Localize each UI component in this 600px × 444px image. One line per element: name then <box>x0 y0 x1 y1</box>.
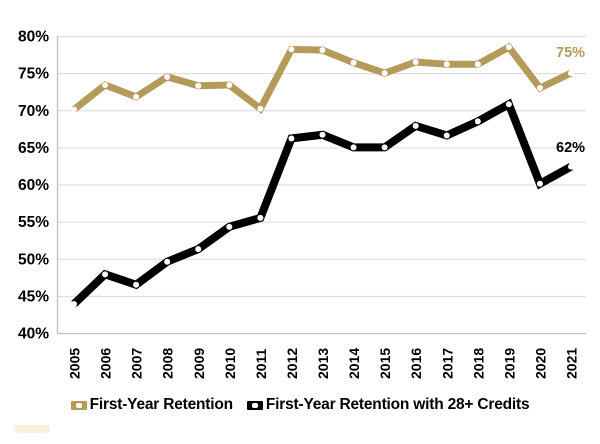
legend-item-first-year-retention: First-Year Retention <box>70 396 233 414</box>
data-point-marker <box>568 163 574 170</box>
x-axis-tick-label: 2013 <box>315 348 331 379</box>
series-end-value-label: 62% <box>556 140 585 156</box>
data-point-marker <box>505 101 512 108</box>
data-point-marker <box>474 118 481 125</box>
x-axis-tick-label: 2015 <box>377 348 393 379</box>
data-point-marker <box>226 223 233 230</box>
series-end-value-label: 75% <box>556 45 585 61</box>
corner-artifact <box>14 425 50 433</box>
data-point-marker <box>164 73 171 80</box>
data-point-marker <box>412 122 419 129</box>
x-axis-tick-label: 2014 <box>346 348 362 379</box>
y-axis-tick-label: 65% <box>18 140 49 157</box>
data-point-marker <box>381 70 388 77</box>
legend-label-first-year-retention: First-Year Retention <box>89 396 233 413</box>
y-axis-tick-label: 70% <box>18 103 49 120</box>
black-line-legend-marker-icon <box>246 400 263 410</box>
y-axis-tick-label: 45% <box>18 288 49 305</box>
data-point-marker <box>195 246 202 253</box>
x-axis-tick-label: 2019 <box>501 348 517 379</box>
y-axis-tick-label: 60% <box>18 177 49 194</box>
chart-legend: First-Year Retention First-Year Retentio… <box>0 396 600 414</box>
x-axis-tick-label: 2011 <box>253 348 269 379</box>
y-axis-tick-label: 40% <box>18 326 49 343</box>
gold-line-legend-marker-icon <box>70 400 87 410</box>
legend-label-retention-28-credits: First-Year Retention with 28+ Credits <box>265 396 530 413</box>
data-point-marker <box>443 132 450 139</box>
legend-marker-dot <box>75 402 82 408</box>
y-axis-tick-label: 80% <box>18 29 49 46</box>
y-axis-tick-label: 50% <box>18 251 49 268</box>
x-axis-tick-label: 2012 <box>284 348 300 379</box>
data-point-marker <box>536 84 543 91</box>
x-axis-tick-label: 2017 <box>439 348 455 379</box>
data-point-marker <box>257 214 264 221</box>
data-point-marker <box>71 301 77 308</box>
legend-marker-dot <box>251 402 258 408</box>
data-point-marker <box>412 58 419 65</box>
data-point-marker <box>71 106 77 113</box>
data-point-marker <box>350 59 357 66</box>
x-axis-tick-label: 2016 <box>408 348 424 379</box>
data-point-marker <box>164 258 171 265</box>
data-point-marker <box>257 105 264 112</box>
x-axis-tick-label: 2020 <box>532 348 548 379</box>
data-point-marker <box>381 144 388 151</box>
x-axis-tick-label: 2008 <box>160 348 176 379</box>
x-axis-tick-label: 2018 <box>470 348 486 379</box>
data-point-marker <box>195 82 202 89</box>
data-point-marker <box>568 70 574 77</box>
x-axis-tick-label: 2006 <box>98 348 114 379</box>
x-axis-tick-label: 2007 <box>129 348 145 379</box>
x-axis-tick-label: 2009 <box>191 348 207 379</box>
data-point-marker <box>133 93 140 100</box>
legend-item-retention-28-credits: First-Year Retention with 28+ Credits <box>246 396 530 414</box>
data-point-marker <box>102 271 109 278</box>
data-point-marker <box>536 180 543 187</box>
data-point-marker <box>350 144 357 151</box>
y-axis-tick-label: 75% <box>18 66 49 83</box>
data-point-marker <box>226 82 233 89</box>
data-point-marker <box>288 46 295 53</box>
x-axis-tick-label: 2021 <box>564 348 580 379</box>
x-axis-tick-label: 2005 <box>67 348 83 379</box>
y-axis-tick-label: 55% <box>18 214 49 231</box>
data-point-marker <box>319 131 326 138</box>
data-point-marker <box>443 61 450 68</box>
data-point-marker <box>133 281 140 288</box>
data-point-marker <box>319 47 326 54</box>
data-point-marker <box>474 61 481 68</box>
data-point-marker <box>505 44 512 51</box>
data-point-marker <box>102 82 109 89</box>
series-line-first-year-retention <box>71 42 573 115</box>
x-axis-tick-label: 2010 <box>222 348 238 379</box>
data-point-marker <box>288 135 295 142</box>
